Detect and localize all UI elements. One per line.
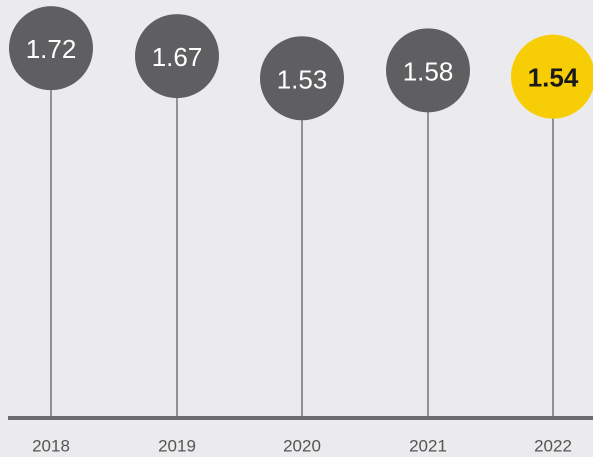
bubble-2020: [260, 36, 344, 121]
x-tick-2021: 2021: [409, 437, 447, 456]
bubble-2018: [9, 6, 93, 91]
value-label-2019: 1.67: [152, 42, 203, 72]
bubble-2022: [511, 34, 593, 119]
x-tick-2020: 2020: [283, 437, 321, 456]
value-label-2018: 1.72: [26, 34, 77, 64]
x-tick-2018: 2018: [32, 437, 70, 456]
x-tick-2019: 2019: [158, 437, 196, 456]
value-label-2021: 1.58: [403, 56, 454, 86]
bubble-2019: [135, 14, 219, 99]
value-label-2020: 1.53: [277, 64, 328, 94]
x-tick-2022: 2022: [534, 437, 572, 456]
bubble-2021: [386, 28, 470, 113]
value-label-2022: 1.54: [528, 63, 579, 93]
bubbles-layer: 1.72 1.67 1.53 1.58 1.54: [9, 6, 593, 121]
x-tick-labels: 2018 2019 2020 2021 2022: [32, 437, 572, 456]
stems-layer: [50, 48, 554, 418]
